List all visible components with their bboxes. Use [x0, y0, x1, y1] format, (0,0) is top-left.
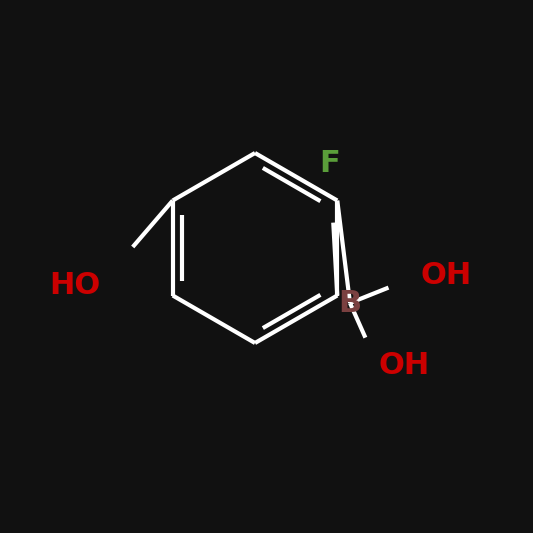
Text: OH: OH — [420, 261, 471, 289]
Text: F: F — [320, 149, 341, 177]
Text: B: B — [338, 288, 361, 318]
Text: HO: HO — [49, 271, 100, 300]
Text: OH: OH — [378, 351, 429, 381]
